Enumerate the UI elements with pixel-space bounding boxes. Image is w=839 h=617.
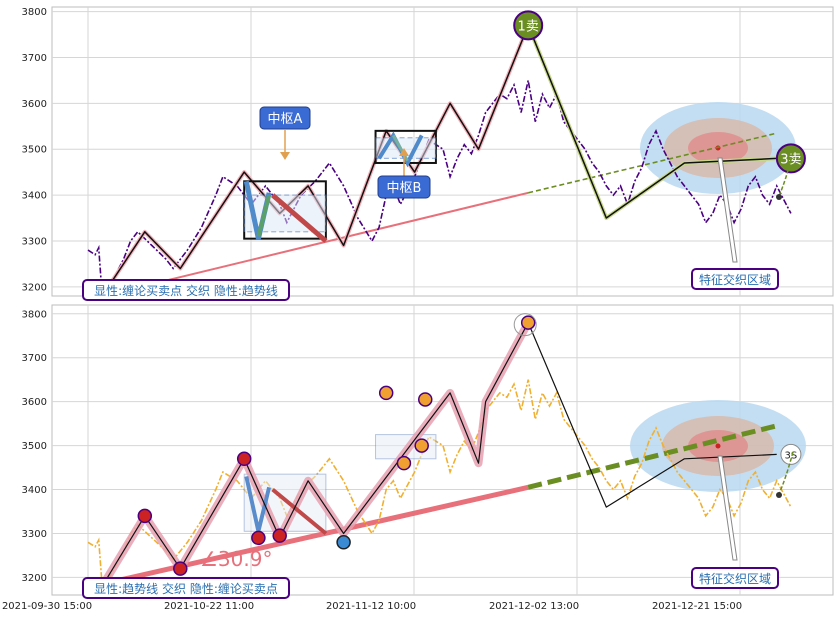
zone-center-dot: [715, 443, 721, 449]
y-tick-label: 3500: [22, 145, 47, 156]
y-tick-label: 3400: [22, 191, 47, 202]
signal-marker: [236, 451, 252, 467]
sell3-arrow-dot: [776, 492, 782, 498]
zone-label: 特征交织区域: [699, 272, 771, 287]
x-axis: 2021-09-30 15:00 2021-10-22 11:00 2021-11-…: [2, 601, 742, 612]
sell3-label: 3S: [785, 450, 798, 461]
trend-line: [101, 191, 529, 297]
callout-a-arrowhead: [280, 152, 290, 160]
zhongshu-a-stroke-red: [270, 193, 328, 243]
legend-box: [82, 577, 290, 599]
x-tick-label: 2021-09-30 15:00: [2, 601, 92, 612]
y-tick-label: 3300: [22, 236, 47, 247]
y-tick-label: 3300: [22, 529, 47, 540]
signal-marker: [520, 315, 536, 330]
signal-marker: [137, 508, 153, 524]
sell3-arrow: [778, 451, 794, 495]
y-tick-label: 3700: [22, 53, 47, 64]
callout-b-arrowhead: [399, 148, 409, 156]
price-line: [87, 379, 792, 589]
callout-a-label: 中枢A: [268, 112, 303, 127]
trend-line-projection: [527, 423, 778, 490]
top-panel: 3200330034003500360037003800中枢A中枢B1卖3卖特征…: [22, 6, 834, 301]
signal-marker: [272, 528, 287, 543]
sell3-arrow: [778, 151, 794, 197]
zone-pointer: [717, 455, 738, 561]
callout-b-box: [377, 175, 431, 199]
legend-box: [82, 279, 290, 301]
trend-line-projection: [528, 132, 777, 194]
y-tick-label: 3600: [22, 397, 47, 408]
y-tick-label: 3700: [22, 353, 47, 364]
sell1-marker-ring: [513, 313, 537, 337]
callout-b-label: 中枢B: [387, 181, 422, 196]
x-tick-label: 2021-12-02 13:00: [489, 601, 579, 612]
signal-marker: [418, 392, 433, 407]
zone-label-box: [691, 268, 779, 290]
signal-marker: [336, 535, 351, 550]
signal-marker: [414, 438, 429, 453]
zone-pointer: [717, 157, 738, 263]
y-tick-label: 3200: [22, 573, 47, 584]
angle-label: ∠30.9°: [200, 547, 272, 571]
zone-label: 特征交织区域: [699, 571, 771, 586]
zhongshu-b-stroke-teal: [391, 134, 409, 162]
zhongshu-a-stroke-green: [256, 194, 272, 237]
sell1-marker: [513, 10, 544, 41]
legend-label: 显性:趋势线 交织 隐性:缠论买卖点: [94, 581, 278, 596]
zone-label-box: [691, 567, 779, 589]
bottom-panel: 3200 3300 3400 3500 3600 3700 3800 ∠30.9° 3S 特征交织…: [22, 304, 834, 599]
signal-marker: [378, 385, 394, 401]
y-tick-label: 3200: [22, 282, 47, 293]
x-tick-label: 2021-10-22 11:00: [164, 601, 254, 612]
y-tick-label: 3600: [22, 99, 47, 110]
sell1-label: 1卖: [518, 19, 539, 34]
signal-marker: [251, 530, 266, 546]
sell3-arrow-dot: [776, 194, 782, 200]
y-tick-label: 3800: [22, 7, 47, 18]
y-tick-label: 3400: [22, 485, 47, 496]
x-tick-label: 2021-12-21 15:00: [652, 601, 742, 612]
signal-marker: [396, 455, 412, 471]
zhongshu-a-stroke-red: [271, 487, 328, 536]
x-tick-label: 2021-11-12 10:00: [326, 601, 416, 612]
callout-a-box: [259, 106, 311, 130]
y-tick-label: 3500: [22, 441, 47, 452]
signal-marker: [173, 561, 188, 576]
y-tick-label: 3800: [22, 309, 47, 320]
legend-label: 显性:缠论买卖点 交织 隐性:趋势线: [94, 283, 278, 298]
sell3-marker: [780, 443, 802, 465]
